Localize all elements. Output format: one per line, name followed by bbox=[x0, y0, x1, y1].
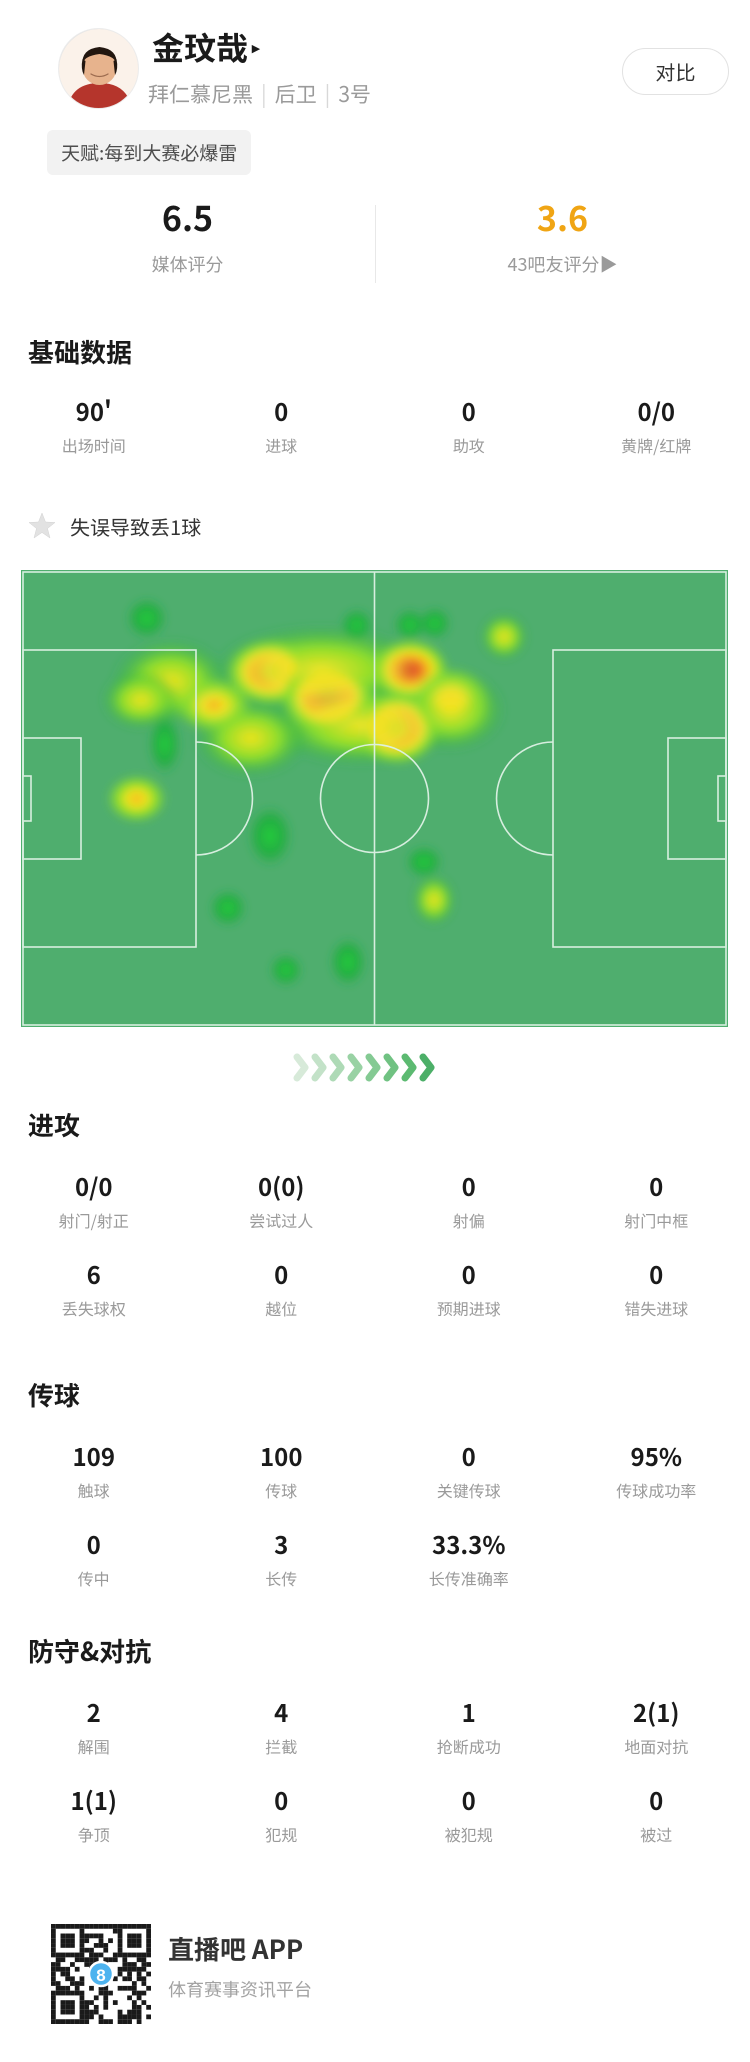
svg-text:8: 8 bbox=[96, 1966, 105, 1985]
